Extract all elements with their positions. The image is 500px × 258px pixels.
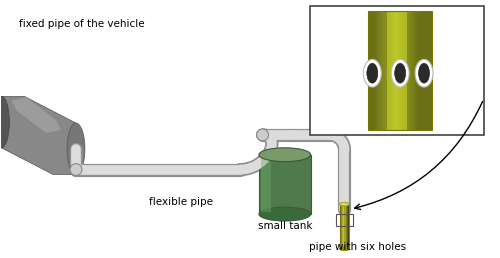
Bar: [404, 11, 406, 130]
Bar: [370, 11, 372, 130]
Polygon shape: [2, 96, 76, 174]
Bar: [336, 214, 353, 226]
Bar: [430, 11, 432, 130]
Bar: [344, 204, 346, 249]
Text: small tank: small tank: [258, 221, 312, 231]
Bar: [377, 11, 379, 130]
Ellipse shape: [394, 63, 406, 83]
Bar: [415, 11, 417, 130]
Bar: [310, 6, 484, 135]
Bar: [343, 204, 344, 249]
Bar: [372, 11, 374, 130]
Ellipse shape: [0, 96, 10, 148]
Bar: [417, 11, 420, 130]
Ellipse shape: [259, 207, 310, 221]
Polygon shape: [12, 97, 61, 133]
Ellipse shape: [418, 63, 430, 83]
Ellipse shape: [340, 202, 349, 206]
Bar: [342, 204, 343, 249]
Bar: [261, 157, 271, 212]
Text: fixed pipe of the vehicle: fixed pipe of the vehicle: [20, 19, 145, 29]
Bar: [394, 11, 396, 130]
Bar: [340, 204, 349, 249]
Bar: [390, 11, 392, 130]
Bar: [374, 11, 377, 130]
Bar: [381, 11, 383, 130]
Bar: [346, 204, 347, 249]
Bar: [392, 11, 394, 130]
Bar: [379, 11, 381, 130]
Ellipse shape: [367, 63, 378, 83]
Bar: [383, 11, 386, 130]
Ellipse shape: [67, 123, 85, 174]
Bar: [428, 11, 430, 130]
Bar: [368, 11, 370, 130]
Bar: [411, 11, 413, 130]
Bar: [408, 11, 411, 130]
Text: pipe with six holes: pipe with six holes: [309, 242, 406, 252]
Bar: [388, 11, 390, 130]
Bar: [348, 204, 350, 249]
Bar: [340, 204, 342, 249]
Bar: [368, 11, 432, 130]
Bar: [396, 11, 398, 130]
Bar: [347, 204, 348, 249]
Ellipse shape: [415, 59, 433, 87]
Bar: [420, 11, 422, 130]
Ellipse shape: [364, 59, 382, 87]
Bar: [426, 11, 428, 130]
Text: flexible pipe: flexible pipe: [148, 197, 212, 207]
Bar: [402, 11, 404, 130]
Bar: [259, 155, 310, 214]
Bar: [406, 11, 408, 130]
Ellipse shape: [259, 148, 310, 162]
Bar: [400, 11, 402, 130]
Circle shape: [70, 164, 82, 175]
Ellipse shape: [340, 247, 349, 251]
Bar: [386, 11, 388, 130]
Circle shape: [256, 129, 268, 141]
Bar: [424, 11, 426, 130]
Bar: [422, 11, 424, 130]
Bar: [413, 11, 415, 130]
Ellipse shape: [391, 59, 409, 87]
Bar: [398, 11, 400, 130]
